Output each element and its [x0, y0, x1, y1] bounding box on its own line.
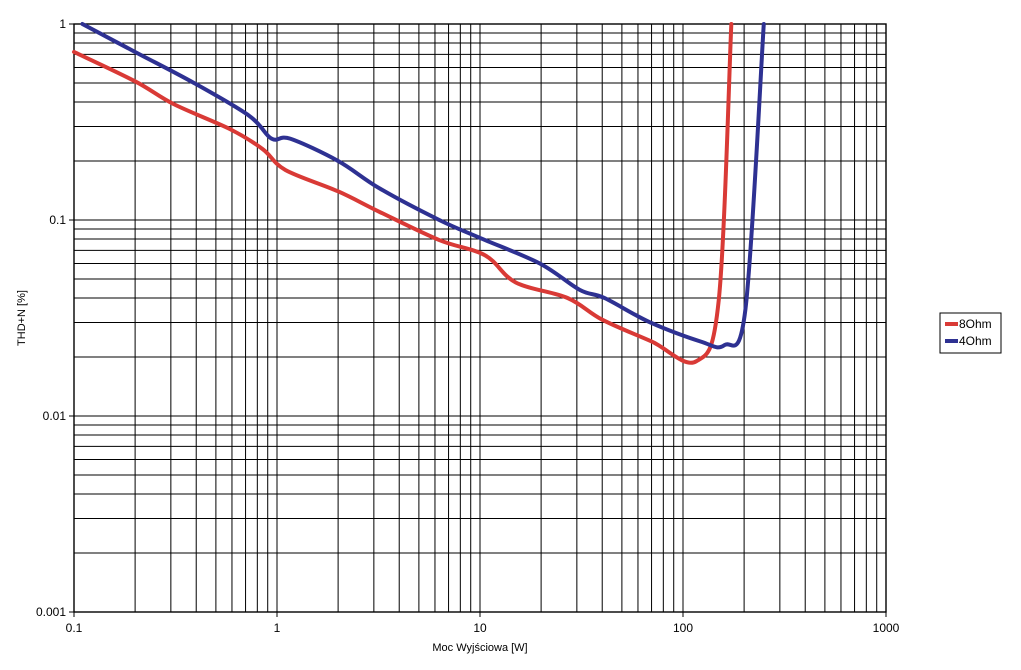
- y-tick-label: 0.1: [49, 213, 66, 227]
- y-axis-title: THD+N [%]: [16, 290, 28, 346]
- x-tick-label: 1000: [873, 621, 900, 635]
- y-tick-label: 0.001: [36, 605, 66, 619]
- y-tick-label: 1: [59, 17, 66, 31]
- series-line-8ohm: [72, 22, 734, 365]
- series-line-4ohm: [80, 22, 766, 350]
- x-tick-label: 10: [473, 621, 487, 635]
- legend: 8Ohm 4Ohm: [939, 312, 1002, 354]
- x-tick-label: 100: [673, 621, 693, 635]
- x-tick-label: 0.1: [66, 621, 83, 635]
- y-axis-ticks: 1 0.1 0.01 0.001: [36, 17, 74, 619]
- x-axis-title: Moc Wyjściowa [W]: [432, 642, 527, 654]
- y-tick-label: 0.01: [43, 409, 67, 423]
- legend-label-4ohm: 4Ohm: [959, 334, 992, 348]
- series-lines: [72, 22, 766, 365]
- legend-box: [939, 312, 1002, 354]
- legend-label-8ohm: 8Ohm: [959, 317, 992, 331]
- x-tick-label: 1: [274, 621, 281, 635]
- plot-grid: [73, 24, 886, 613]
- x-axis-ticks: 0.1 1 10 100 1000: [66, 612, 900, 635]
